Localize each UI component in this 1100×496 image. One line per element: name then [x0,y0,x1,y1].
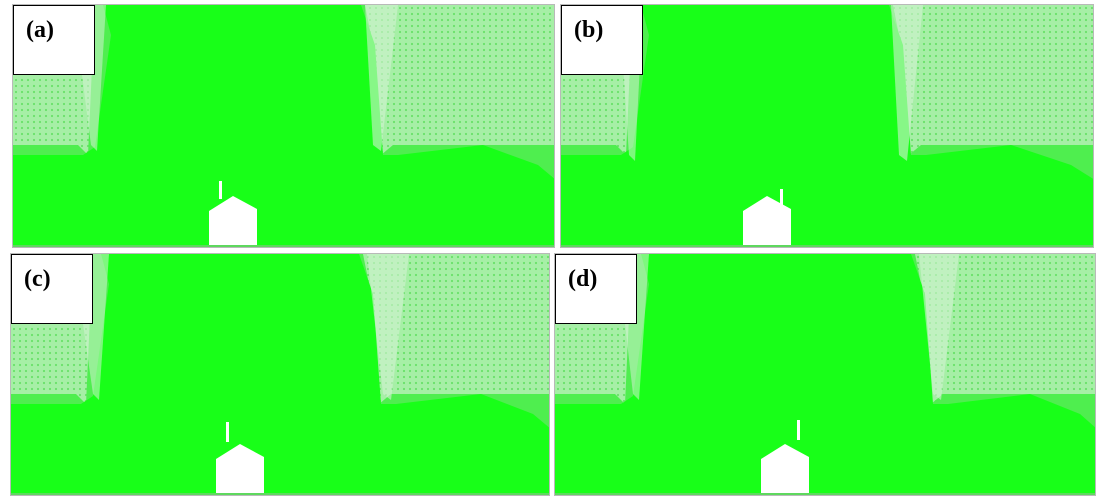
mesh-a [13,5,554,247]
panel-label: (a) [13,5,95,75]
ground-line [555,493,1095,495]
building-body [209,196,257,247]
mesh-d [555,254,1095,495]
building-body [743,196,791,247]
building-body [216,444,264,495]
antenna-mast [226,422,229,442]
mesh-dense-region [561,5,1093,247]
panel-label: (d) [555,254,637,324]
panel-c: (c) [10,253,550,496]
antenna-mast [219,181,222,199]
panel-a: (a) [12,4,555,248]
antenna-mast [780,189,783,207]
sparse-wake-right [367,254,409,400]
mesh-dense-region [555,254,1095,495]
ground-line [11,493,549,495]
mesh-dense-region [13,5,554,247]
sparse-wake-right [919,254,959,400]
ground-line [13,245,554,247]
panel-label: (c) [11,254,93,324]
panel-d: (d) [554,253,1096,496]
panel-label: (b) [561,5,643,75]
building-body [761,444,809,495]
sparse-wake-right [891,5,923,161]
antenna-mast [797,420,800,440]
mesh-dense-region [11,254,549,495]
panel-b: (b) [560,4,1094,248]
mesh-c [11,254,549,495]
ground-line [561,245,1093,247]
sparse-wake-right [365,5,398,151]
